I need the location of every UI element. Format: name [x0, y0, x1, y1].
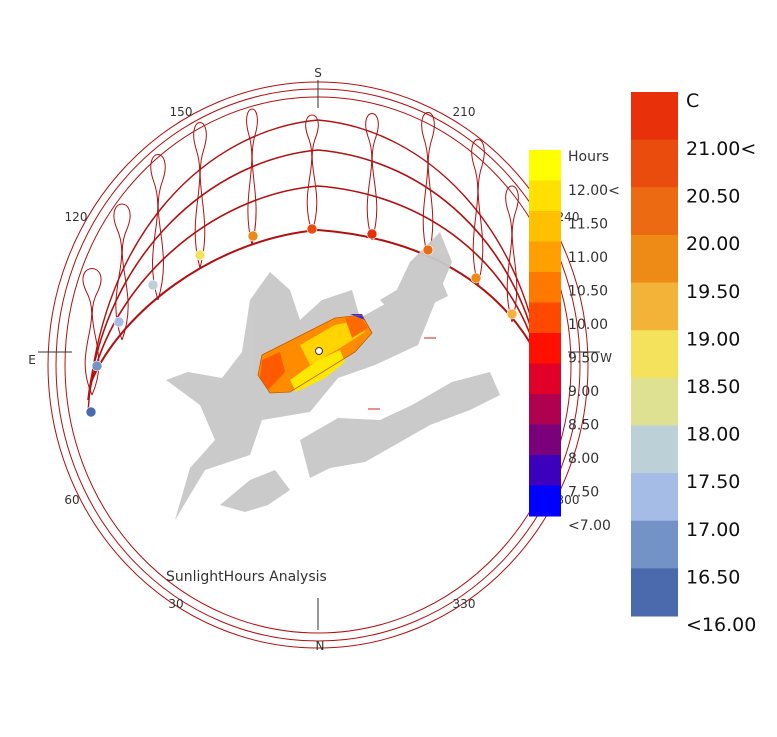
compass-degree-label: 240 [557, 210, 580, 224]
temperature-legend-swatch [631, 377, 678, 426]
hours-legend-swatch [529, 180, 561, 212]
hours-legend-swatch [529, 424, 561, 456]
analemma-loop [421, 112, 435, 259]
temperature-legend-label: 17.50 [686, 471, 740, 493]
compass-degree-label: 330 [453, 597, 476, 611]
compass-cardinal-s: S [314, 66, 322, 80]
temperature-legend-title: C [686, 90, 699, 112]
analysis-center-marker [315, 347, 323, 355]
analemma-loop [305, 114, 319, 233]
hours-legend-swatch [529, 455, 561, 486]
sunlight-hours-legend: Hours 12.00< 11.50 11.00 10.50 10.00 9.50 9.00… [529, 149, 620, 534]
analemma-loop [193, 122, 207, 269]
sun-point [91, 360, 103, 372]
hours-legend-swatch [529, 211, 561, 242]
analemma-loop [505, 185, 519, 323]
analemma-loop [150, 154, 166, 301]
hours-legend-swatch [529, 241, 561, 273]
temperature-legend-swatch [631, 330, 678, 379]
temperature-legend-label: 16.50 [686, 566, 740, 588]
compass-degree-label: 300 [557, 493, 580, 507]
sun-point [366, 228, 378, 240]
analemma-loop [365, 113, 379, 241]
sun-path-arcs [87, 119, 541, 413]
hours-legend-label: 8.00 [568, 451, 599, 467]
hours-legend-title: Hours [568, 149, 609, 165]
temperature-legend-label: 21.00< [686, 138, 756, 160]
compass-degree-label: 30 [168, 597, 183, 611]
analysis-building [257, 314, 373, 394]
sun-point [247, 230, 259, 242]
compass-degree-label: 210 [453, 105, 476, 119]
hours-legend-label: 9.50 [568, 351, 599, 367]
temperature-legend-swatch [631, 568, 678, 617]
hours-legend-label: 11.50 [568, 217, 608, 233]
sun-point [422, 244, 434, 256]
hours-legend-label: 9.00 [568, 384, 599, 400]
temperature-legend-swatch [631, 234, 678, 284]
temperature-legend-swatch [631, 92, 678, 141]
temperature-legend-swatch [631, 187, 678, 236]
hours-legend-label: 12.00< [568, 183, 620, 199]
temperature-legend-swatch [631, 520, 678, 569]
temperature-legend-label: 19.00 [686, 328, 740, 350]
compass-cardinal-n: N [316, 639, 325, 653]
hours-legend-label: 10.00 [568, 317, 608, 333]
sun-point [306, 223, 318, 235]
compass-degree-label: 60 [64, 493, 79, 507]
building-shadows [166, 232, 500, 520]
sun-point [147, 279, 159, 291]
hours-legend-swatch [529, 394, 561, 425]
compass-labels: S W N E 150 210 120 240 60 300 30 330 [28, 66, 612, 653]
compass-cardinal-e: E [28, 353, 36, 367]
hours-legend-swatch [529, 485, 561, 517]
temperature-legend-swatch [631, 473, 678, 522]
hours-legend-swatch [529, 333, 561, 364]
hours-legend-label: 10.50 [568, 284, 608, 300]
hours-legend-swatch [529, 363, 561, 395]
temperature-legend-label: 18.50 [686, 376, 740, 398]
scale-marks [368, 337, 436, 410]
temperature-legend-label: 20.00 [686, 233, 740, 255]
compass-cardinal-w: W [600, 351, 612, 365]
hours-legend-swatch [529, 150, 561, 181]
temperature-legend-label: 17.00 [686, 519, 740, 541]
analemma-loop [471, 139, 485, 286]
compass-degree-label: 150 [170, 105, 193, 119]
temperature-legend-swatch [631, 139, 678, 188]
diagram-title: SunlightHours Analysis [166, 569, 327, 585]
sun-point [194, 249, 206, 261]
sun-point [85, 406, 97, 418]
hours-legend-swatch [529, 302, 561, 334]
hours-legend-label: 11.00 [568, 250, 608, 266]
hours-legend-label: 7.50 [568, 485, 599, 501]
sun-point [470, 272, 482, 284]
temperature-legend-swatch [631, 425, 678, 474]
temperature-legend-label: 18.00 [686, 424, 740, 446]
analemma-loop [82, 268, 102, 396]
temperature-legend-label: 19.50 [686, 281, 740, 303]
temperature-legend-label: 20.50 [686, 186, 740, 208]
hours-legend-label: <7.00 [568, 518, 611, 534]
compass-ticks [38, 80, 600, 630]
temperature-legend: C 21.00< 20.50 20.00 19.50 19.00 18.50 18.00 17… [631, 90, 756, 636]
sun-point [113, 316, 125, 328]
hours-legend-label: 8.50 [568, 418, 599, 434]
temperature-legend-label: <16.00 [686, 614, 756, 636]
temperature-legend-swatch [631, 282, 678, 331]
sun-point [506, 308, 518, 320]
analemma-loop [246, 108, 258, 246]
compass-degree-label: 120 [65, 210, 88, 224]
hours-legend-swatch [529, 272, 561, 303]
